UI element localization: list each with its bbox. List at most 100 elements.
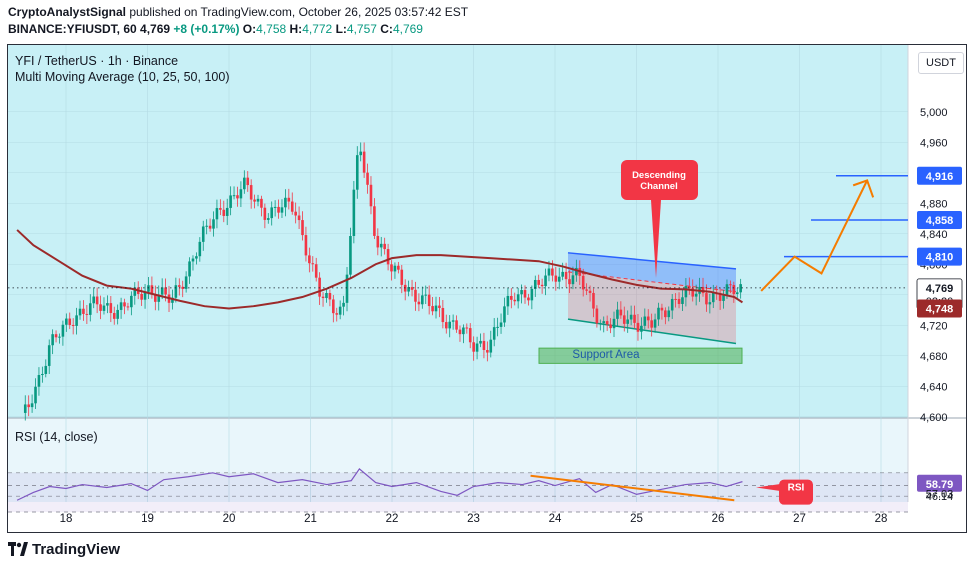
candle-up [448,321,452,329]
candle-down [335,313,339,315]
candle-down [311,263,315,265]
price-scale-background [908,45,966,502]
support-area-label: Support Area [572,349,640,361]
candle-up [421,295,424,305]
candle-down [650,320,653,328]
price-tag-last: 4,769 [926,283,954,295]
candle-up [212,219,215,229]
x-tick-label: 23 [467,513,480,525]
candle-up [489,339,493,353]
candle-up [171,297,174,303]
ma-legend: Multi Moving Average (10, 25, 50, 100) [15,70,230,84]
candle-down [290,201,294,212]
candle-up [739,284,742,293]
candle-down [140,293,143,300]
rsi-pane-background [8,418,908,502]
candle-down [308,255,311,264]
candle-up [58,336,61,338]
candle-down [294,211,297,216]
currency-button[interactable]: USDT [918,52,964,74]
candle-up [78,308,82,316]
candle-down [633,314,636,323]
rsi-band [8,472,908,512]
time-axis-background [8,502,966,532]
candle-down [369,184,373,207]
candle-down [112,312,116,319]
candle-down [253,199,256,202]
rsi-level-tag: 46.14 [926,491,954,503]
chart-canvas[interactable]: 18192021222324252627285,0004,9604,9204,8… [8,45,966,532]
candle-down [646,316,650,321]
candle-down [482,340,486,351]
candle-down [126,306,130,308]
candle-up [506,295,510,307]
candle-up [533,279,537,289]
candle-up [561,271,564,277]
candle-up [157,294,161,302]
candle-up [342,302,345,307]
tradingview-brand[interactable]: TradingView [8,541,120,558]
price-tag-target2: 4,858 [926,215,954,227]
candle-up [106,303,109,306]
price-tag-target3-box [917,166,962,185]
candle-up [681,297,684,304]
candle-down [219,208,222,210]
publish-info: published on TradingView.com, October 26… [129,5,469,19]
candle-up [243,177,246,190]
high-label: H: [289,22,303,36]
x-tick-label: 28 [875,513,888,525]
candle-down [510,295,513,300]
close-label: C: [380,22,393,36]
candle-up [462,327,465,335]
brand-label: TradingView [32,541,121,558]
price-change: +8 (+0.17%) [173,22,240,36]
candle-down [540,284,544,287]
author-name[interactable]: CryptoAnalystSignal [8,5,127,19]
candle-up [147,285,150,292]
candle-down [486,350,489,353]
candle-down [249,185,253,200]
chart-frame[interactable]: 18192021222324252627285,0004,9604,9204,8… [7,44,967,533]
candle-down [537,279,540,285]
candle-up [256,198,260,202]
candle-up [643,316,647,326]
candle-down [438,305,441,309]
descending-callout-pointer [651,200,661,278]
candle-up [355,155,359,190]
candle-down [468,328,472,343]
candle-up [184,276,188,289]
candle-down [718,294,722,301]
rsi-value-box [917,474,962,492]
candle-down [287,197,291,202]
candle-down [95,296,99,305]
candle-up [160,287,164,295]
candle-down [314,264,318,278]
candle-down [397,265,400,270]
candle-up [229,195,232,208]
candle-up [544,275,547,287]
open-value: 4,758 [256,22,287,36]
y-tick-label: 4,880 [920,198,948,210]
candle-up [188,261,191,277]
candle-down [85,313,89,315]
candle-down [246,177,250,186]
candle-up [215,208,219,220]
candle-down [513,299,517,302]
candle-up [130,295,133,308]
candle-down [150,285,154,295]
candle-down [68,318,72,325]
y-tick-label: 4,600 [920,412,948,424]
ohlc-line: BINANCE:YFIUSDT, 60 4,769 +8 (+0.17%) O:… [8,22,423,36]
candle-down [458,329,462,335]
candle-down [390,264,393,272]
publish-line: CryptoAnalystSignal published on Trading… [8,5,468,19]
tradingview-logo-icon [8,542,28,556]
candle-up [102,305,106,311]
rsi-legend: RSI (14, close) [15,430,98,444]
candle-down [304,235,308,256]
x-tick-label: 21 [304,513,317,525]
projection-path [760,179,869,292]
candle-up [492,327,496,340]
price-pane-background [8,45,908,418]
candle-down [301,220,304,236]
